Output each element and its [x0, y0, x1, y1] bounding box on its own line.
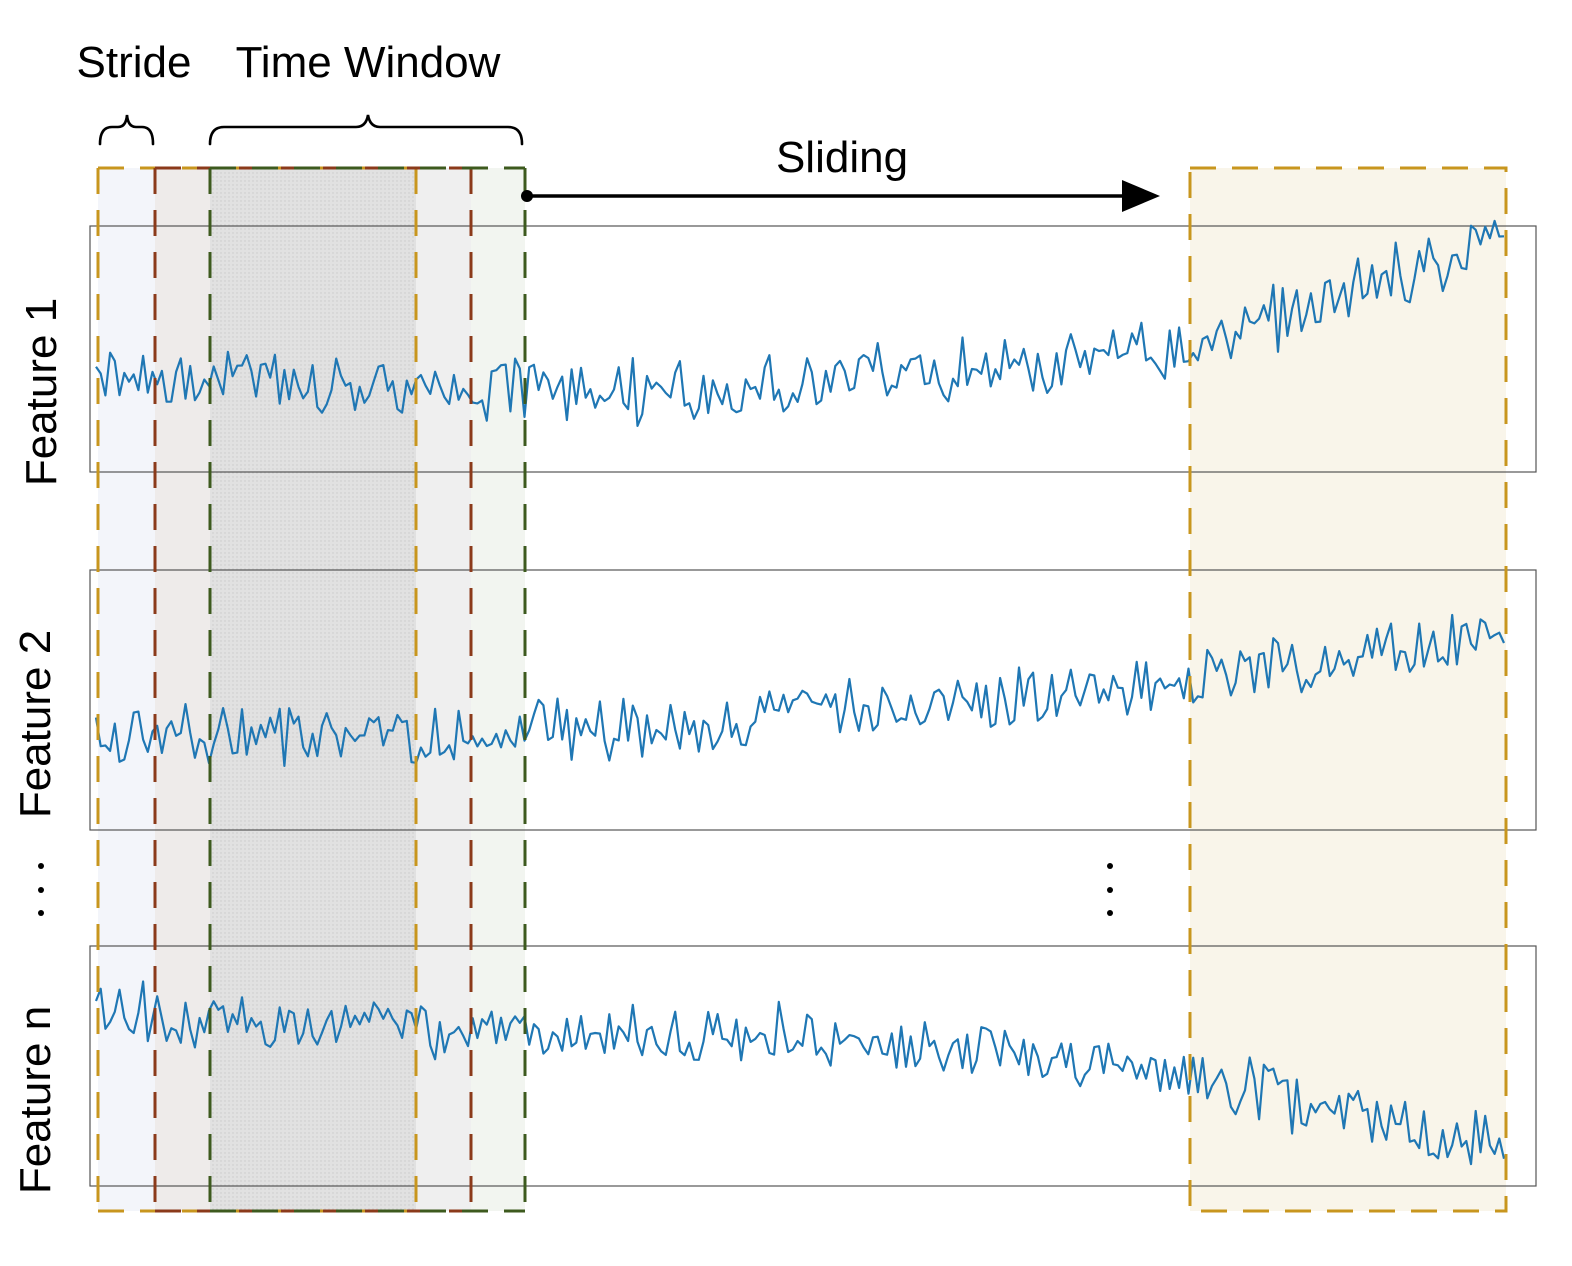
arrow-head: [1122, 180, 1160, 212]
time-window-label: Time Window: [236, 38, 501, 87]
vertical-ellipsis-middle: [1107, 863, 1113, 916]
feature-1-label: Feature 1: [17, 298, 66, 486]
overlap-shade-3: [471, 168, 525, 1211]
feature-panels: [89, 225, 1537, 1187]
feature-2-label: Feature 2: [11, 630, 60, 818]
last-window-shade: [1190, 168, 1506, 1211]
sliding-arrow: [521, 180, 1160, 212]
feature-1-signal: [95, 219, 1505, 427]
feature-n-label: Feature n: [11, 1006, 60, 1194]
overlap-shade-2: [416, 168, 471, 1211]
feature-2-signal: [94, 613, 1506, 768]
feature-n-panel: [89, 945, 1537, 1187]
feature-1-panel: [89, 225, 1537, 473]
stride-label: Stride: [77, 38, 192, 87]
braces: [98, 114, 524, 146]
time-window-dots: [210, 168, 416, 1211]
last-window-outline: [1188, 166, 1508, 1213]
stride-shade: [98, 168, 155, 1211]
sliding-label: Sliding: [776, 133, 908, 182]
signals: [94, 219, 1506, 1166]
overlap-shade-1: [155, 168, 210, 1211]
window-shading: [98, 168, 1506, 1211]
feature-n-signal: [94, 980, 1506, 1166]
feature-2-panel: [89, 569, 1537, 831]
window-outlines: [96, 166, 1508, 1213]
time-window-brace: [208, 114, 524, 146]
stride-brace: [98, 114, 155, 146]
vertical-ellipsis-left: [38, 863, 44, 916]
